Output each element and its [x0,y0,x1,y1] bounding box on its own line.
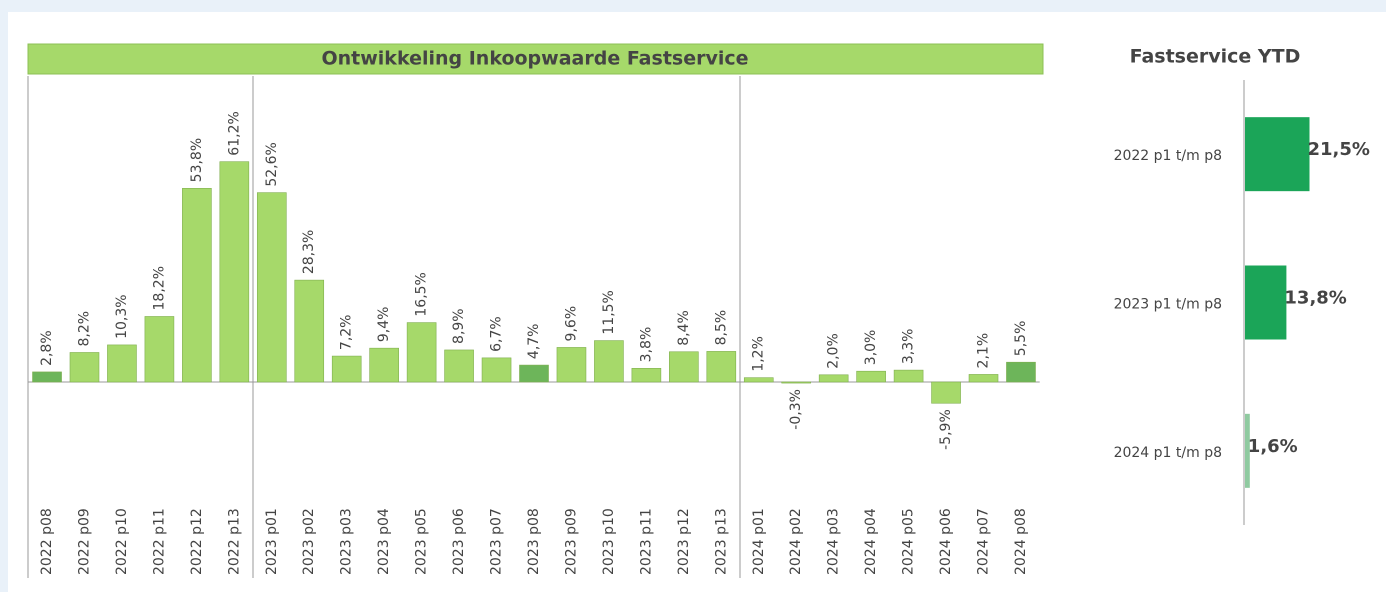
value-label: 3,3% [901,329,917,365]
x-tick-label: 2022 p13 [226,508,242,575]
value-label: 2,8% [39,330,55,366]
bar [893,369,924,383]
bar [406,322,437,383]
bar [219,161,250,383]
value-label: 7,2% [339,315,355,351]
value-label: 13,8% [1284,288,1346,309]
x-tick-label: 2023 p01 [264,508,280,575]
bar [444,349,474,383]
value-label: 3,8% [638,327,654,363]
x-tick-label: 2023 p10 [601,508,617,575]
value-label: -5,9% [938,409,954,450]
y-tick-label: 2024 p1 t/m p8 [1114,445,1222,461]
x-tick-label: 2022 p11 [151,508,167,575]
x-tick-label: 2024 p07 [976,508,992,575]
chart-title: Fastservice YTD [1130,46,1301,68]
bar [256,192,287,383]
value-label: 9,4% [376,307,392,343]
x-tick-label: 2022 p08 [39,508,55,575]
x-tick-label: 2023 p05 [414,508,430,575]
bar [1006,361,1036,383]
bar [743,377,774,383]
x-tick-label: 2024 p03 [826,508,842,575]
bar [369,347,399,383]
bar [706,351,737,383]
x-tick-label: 2023 p04 [376,508,392,575]
value-label: 18,2% [151,266,167,310]
bar [331,355,362,383]
bar [856,370,886,383]
chart-title: Ontwikkeling Inkoopwaarde Fastservice [321,48,748,70]
value-label: 2,0% [826,333,842,369]
value-label: 5,5% [1013,321,1029,357]
x-tick-label: 2024 p02 [788,508,804,575]
x-tick-label: 2022 p12 [189,508,205,575]
x-tick-label: 2022 p10 [114,508,130,575]
value-label: 10,3% [114,294,130,338]
y-tick-label: 2023 p1 t/m p8 [1114,297,1222,313]
x-tick-label: 2022 p09 [76,508,92,575]
x-tick-label: 2023 p13 [713,508,729,575]
bar [182,188,212,383]
value-label: 53,8% [189,138,205,182]
bar [1245,413,1250,488]
title-banner [27,43,1044,75]
x-tick-label: 2024 p01 [751,508,767,575]
bar [669,351,699,383]
value-label: 8,2% [76,311,92,347]
bar [144,316,175,383]
x-tick-label: 2023 p06 [451,508,467,575]
bar [294,279,325,383]
bar [931,381,961,404]
bar [1245,117,1310,192]
value-label: 28,3% [301,230,317,274]
bar [594,340,624,383]
value-label: 1,2% [751,336,767,372]
value-label: 11,5% [601,290,617,334]
bar [32,371,62,383]
x-tick-label: 2024 p05 [901,508,917,575]
value-label: 4,7% [526,324,542,360]
x-tick-label: 2023 p07 [489,508,505,575]
x-tick-label: 2023 p02 [301,508,317,575]
value-label: 21,5% [1308,139,1370,160]
bar [107,344,137,383]
bar [781,381,812,384]
value-label: 52,6% [264,142,280,186]
value-label: 9,6% [563,306,579,342]
x-tick-label: 2024 p08 [1013,508,1029,575]
y-tick-label: 2022 p1 t/m p8 [1114,148,1222,164]
value-label: 2,1% [976,333,992,369]
value-label: 16,5% [414,272,430,316]
x-tick-label: 2024 p04 [863,508,879,575]
value-label: 8,9% [451,308,467,344]
x-tick-label: 2023 p08 [526,508,542,575]
bar [519,364,549,383]
x-tick-label: 2023 p12 [676,508,692,575]
bar [631,368,662,383]
value-label: 8,4% [676,310,692,346]
x-tick-label: 2023 p11 [638,508,654,575]
bar [556,347,587,383]
value-label: 1,6% [1248,436,1298,457]
bar [69,352,100,383]
x-tick-label: 2024 p06 [938,508,954,575]
bar [481,357,512,383]
x-tick-label: 2023 p09 [563,508,579,575]
value-label: 8,5% [713,310,729,346]
value-label: 6,7% [489,316,505,352]
bar [968,374,999,383]
bar [818,374,849,383]
value-label: 61,2% [226,111,242,155]
bar [1245,265,1287,340]
value-label: 3,0% [863,330,879,366]
x-tick-label: 2023 p03 [339,508,355,575]
value-label: -0,3% [788,389,804,430]
